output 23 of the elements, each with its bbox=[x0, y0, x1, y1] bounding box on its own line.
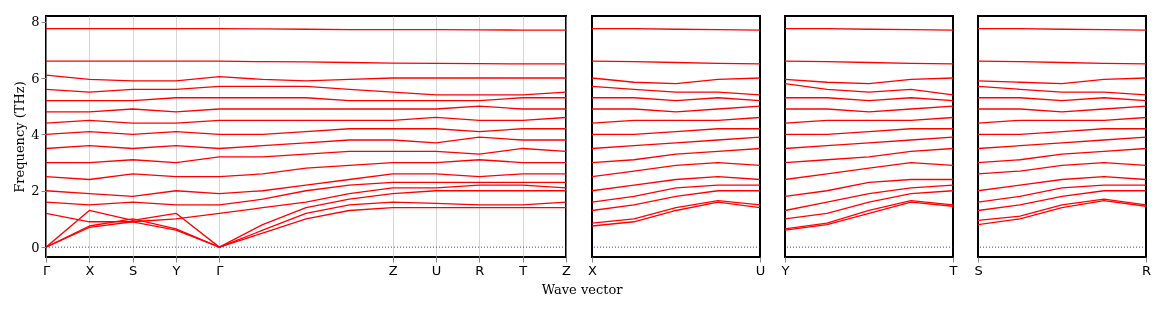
x-tick-label: X bbox=[588, 262, 598, 278]
x-tick-label: Z bbox=[562, 262, 572, 278]
x-tick-label: R bbox=[475, 262, 485, 278]
x-tick-label: X bbox=[85, 262, 95, 278]
x-tick-label: Z bbox=[388, 262, 398, 278]
y-axis-title: Frequency (THz) bbox=[12, 81, 28, 193]
y-tick-label: 4 bbox=[31, 126, 40, 142]
y-tick-label: 0 bbox=[31, 239, 40, 255]
y-tick-label: 8 bbox=[31, 14, 40, 30]
y-tick-label: 6 bbox=[31, 70, 40, 86]
x-tick-label: Y bbox=[171, 262, 181, 278]
x-tick-label: T bbox=[518, 262, 528, 278]
x-tick-label: R bbox=[1141, 262, 1152, 278]
x-axis-title: Wave vector bbox=[541, 282, 624, 297]
x-tick-label: Γ bbox=[216, 262, 225, 278]
x-tick-label: S bbox=[129, 262, 138, 278]
y-tick-label: 2 bbox=[31, 183, 40, 199]
x-tick-label: Γ bbox=[42, 262, 51, 278]
x-tick-label: T bbox=[948, 262, 958, 278]
x-tick-label: Y bbox=[780, 262, 790, 278]
x-tick-label: U bbox=[755, 262, 766, 278]
x-tick-label: S bbox=[974, 262, 983, 278]
x-tick-label: U bbox=[431, 262, 442, 278]
